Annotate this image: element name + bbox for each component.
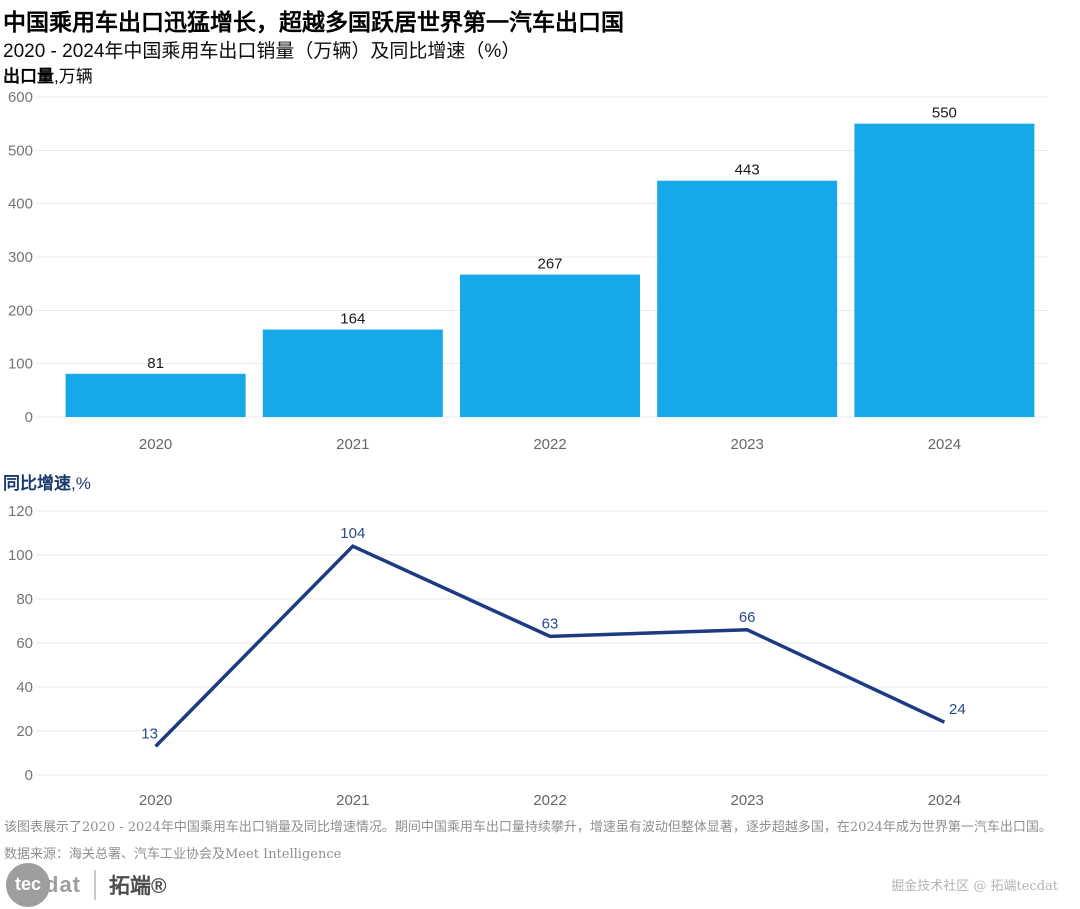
x-category-label: 2020 [139,436,172,453]
line-chart: 0 20 40 60 80 100 120 13 104 63 66 24 2020 2021 2022 20… [8,503,1048,809]
bar-chart-axis-title: 出口量,万辆 [3,62,93,87]
y-tick-label: 120 [8,503,33,520]
data-source: 数据来源：海关总署、汽车工业协会及Meet Intelligence [4,847,342,862]
y-tick-label: 600 [8,89,33,106]
tecdat-logo-circle: tec [6,862,50,907]
x-category-label: 2023 [731,436,764,453]
y-tick-label: 20 [16,723,33,740]
y-tick-label: 100 [8,547,33,564]
bar-value-label: 164 [340,311,365,328]
line-axis-title-main: 同比增速 [3,474,71,493]
chart-description: 该图表展示了2020 - 2024年中国乘用车出口销量及同比增速情况。期间中国乘… [4,820,1052,835]
bar-2020 [65,373,246,417]
y-tick-label: 100 [8,356,33,373]
y-tick-label: 500 [8,142,33,159]
page-subtitle: 2020 - 2024年中国乘用车出口销量（万辆）及同比增速（%） [3,41,521,62]
y-tick-label: 300 [8,249,33,266]
tecdat-logo: tec dat 拓端® [6,862,167,907]
line-value-label: 63 [542,615,559,632]
brand-bar: tec dat 拓端® 掘金技术社区 @ 拓端tecdat [0,860,1080,909]
x-category-label: 2021 [336,792,369,809]
x-category-label: 2022 [533,436,566,453]
line-chart-axis-title: 同比增速,% [3,469,91,494]
x-category-label: 2023 [731,792,764,809]
bar-value-label: 267 [537,256,562,273]
bar-chart: 0 100 200 300 400 500 600 81 164 267 443 550 2020 202… [8,89,1048,453]
line-value-label: 66 [739,609,756,626]
bar-2023 [657,180,838,417]
bar-value-label: 550 [932,105,957,122]
bar-axis-title-main: 出口量 [3,67,54,86]
community-credit: 掘金技术社区 @ 拓端tecdat [891,879,1058,894]
bar-axis-title-unit: ,万辆 [54,67,93,86]
bar-value-label: 443 [735,162,760,179]
line-value-label: 104 [340,525,365,542]
x-category-label: 2022 [533,792,566,809]
bar-2021 [262,329,443,417]
y-tick-label: 0 [25,409,33,426]
x-category-label: 2024 [928,792,961,809]
growth-line [154,544,946,748]
y-tick-label: 80 [16,591,33,608]
logo-text: dat [45,871,81,897]
y-tick-label: 60 [16,635,33,652]
x-category-label: 2020 [139,792,172,809]
x-category-label: 2024 [928,436,961,453]
line-value-label: 24 [949,701,966,718]
y-tick-label: 400 [8,196,33,213]
bar-2024 [854,123,1035,417]
y-tick-label: 200 [8,302,33,319]
bar-2022 [460,274,640,417]
page-title: 中国乘用车出口迅猛增长，超越多国跃居世界第一汽车出口国 [3,9,624,35]
line-value-label: 13 [141,725,158,742]
x-category-label: 2021 [336,436,369,453]
y-tick-label: 40 [16,679,33,696]
logo-circle-text: tec [14,874,41,894]
logo-cn-text: 拓端® [109,874,167,898]
y-tick-label: 0 [25,767,33,784]
bar-value-label: 81 [147,355,164,372]
logo-divider [94,869,96,900]
line-axis-title-unit: ,% [71,474,91,493]
